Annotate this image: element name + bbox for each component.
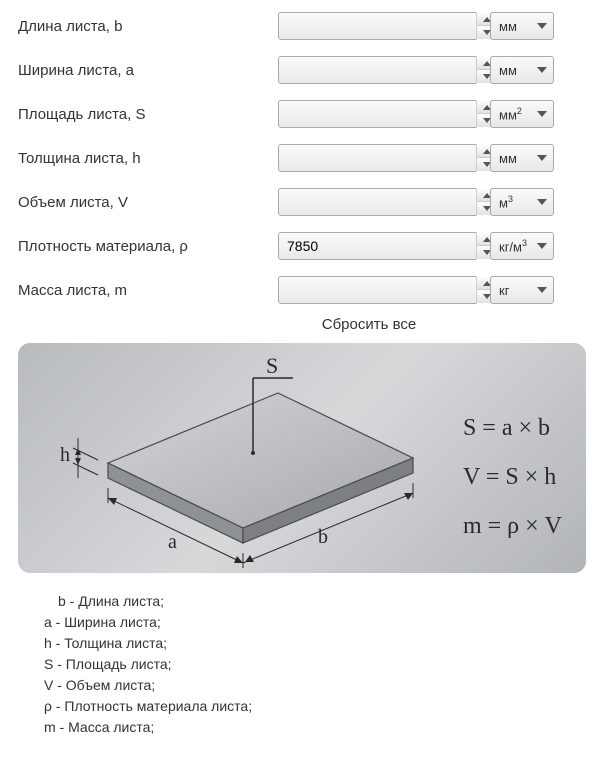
input-width[interactable] — [279, 57, 476, 83]
formula-volume: V = S × h — [463, 464, 562, 491]
row-length: Длина листа, b мм — [18, 12, 582, 40]
label-density: Плотность материала, ρ — [18, 238, 278, 255]
chevron-down-icon — [537, 155, 547, 161]
label-length: Длина листа, b — [18, 18, 278, 35]
unit-mass[interactable]: кг — [490, 276, 554, 304]
reset-button[interactable]: Сбросить все — [322, 316, 416, 333]
row-density: Плотность материала, ρ кг/м3 — [18, 232, 582, 260]
input-thickness[interactable] — [279, 145, 476, 171]
diagram-label-h: h — [60, 444, 70, 466]
label-width: Ширина листа, a — [18, 62, 278, 79]
input-width-wrap — [278, 56, 478, 84]
chevron-down-icon — [537, 199, 547, 205]
legend-a: a - Ширина листа; — [44, 612, 582, 633]
chevron-down-icon — [537, 111, 547, 117]
diagram-label-b: b — [318, 526, 328, 548]
input-length-wrap — [278, 12, 478, 40]
row-volume: Объем листа, V м3 — [18, 188, 582, 216]
unit-length[interactable]: мм — [490, 12, 554, 40]
label-mass: Масса листа, m — [18, 282, 278, 299]
formulas: S = a × b V = S × h m = ρ × V — [463, 415, 562, 540]
unit-thickness[interactable]: мм — [490, 144, 554, 172]
unit-area[interactable]: мм2 — [490, 100, 554, 128]
label-thickness: Толщина листа, h — [18, 150, 278, 167]
unit-density[interactable]: кг/м3 — [490, 232, 554, 260]
input-mass[interactable] — [279, 277, 476, 303]
parameters-form: Длина листа, b мм Ширина листа, a мм — [18, 12, 582, 304]
row-width: Ширина листа, a мм — [18, 56, 582, 84]
row-thickness: Толщина листа, h мм — [18, 144, 582, 172]
legend-m: m - Масса листа; — [44, 717, 582, 738]
chevron-down-icon — [537, 23, 547, 29]
formula-area: S = a × b — [463, 415, 562, 442]
diagram-label-s: S — [266, 353, 278, 378]
chevron-down-icon — [537, 243, 547, 249]
input-volume[interactable] — [279, 189, 476, 215]
legend-h: h - Толщина листа; — [44, 633, 582, 654]
legend-rho: ρ - Плотность материала листа; — [44, 696, 582, 717]
diagram-label-a: a — [168, 531, 177, 553]
input-area[interactable] — [279, 101, 476, 127]
label-volume: Объем листа, V — [18, 194, 278, 211]
row-area: Площадь листа, S мм2 — [18, 100, 582, 128]
label-area: Площадь листа, S — [18, 106, 278, 123]
legend-b: b - Длина листа; — [44, 591, 582, 612]
unit-width[interactable]: мм — [490, 56, 554, 84]
chevron-down-icon — [537, 67, 547, 73]
formula-mass: m = ρ × V — [463, 513, 562, 540]
chevron-down-icon — [537, 287, 547, 293]
unit-length-label: мм — [499, 19, 517, 34]
sheet-diagram: S h a b S = a × b V = S × h m = ρ × V — [18, 343, 586, 573]
input-length[interactable] — [279, 13, 476, 39]
legend-v: V - Объем листа; — [44, 675, 582, 696]
unit-volume[interactable]: м3 — [490, 188, 554, 216]
row-mass: Масса листа, m кг — [18, 276, 582, 304]
legend-s: S - Площадь листа; — [44, 654, 582, 675]
legend: b - Длина листа; a - Ширина листа; h - Т… — [18, 591, 582, 738]
reset-row: Сбросить все — [156, 316, 582, 333]
input-density[interactable] — [279, 233, 476, 259]
